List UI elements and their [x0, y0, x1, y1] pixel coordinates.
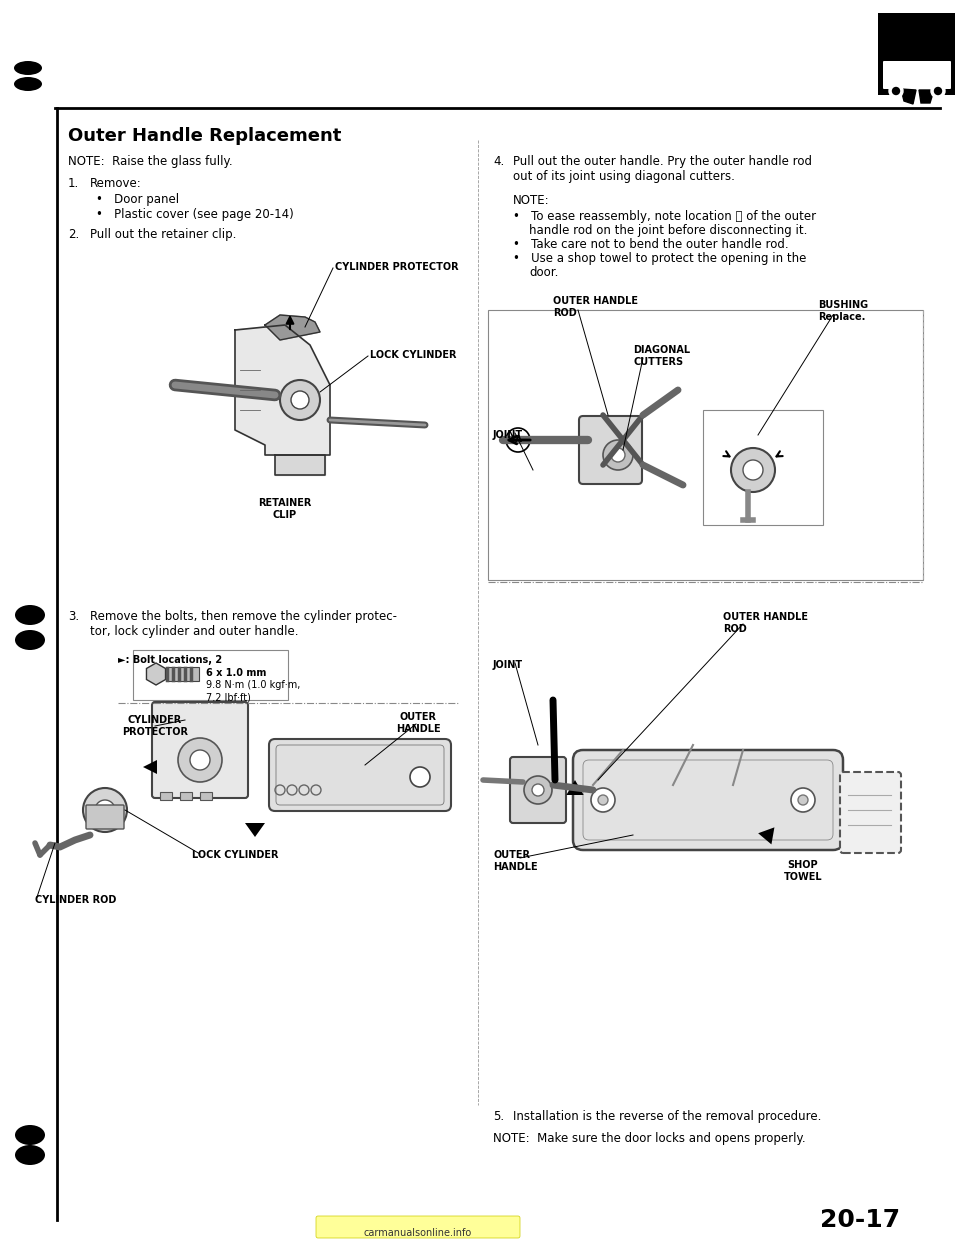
Text: 6 x 1.0 mm: 6 x 1.0 mm [206, 668, 266, 678]
Text: Outer Handle Replacement: Outer Handle Replacement [68, 127, 342, 145]
Circle shape [603, 440, 633, 469]
Text: 20-17: 20-17 [820, 1208, 900, 1232]
Text: SHOP
TOWEL: SHOP TOWEL [783, 859, 823, 882]
Bar [160, 792, 172, 800]
Text: 2.: 2. [68, 229, 80, 241]
Text: out of its joint using diagonal cutters.: out of its joint using diagonal cutters. [513, 170, 734, 183]
Text: 5.: 5. [493, 1110, 504, 1123]
Text: CYLINDER PROTECTOR: CYLINDER PROTECTOR [335, 262, 459, 272]
Text: LOCK CYLINDER: LOCK CYLINDER [370, 350, 457, 360]
Text: •   Use a shop towel to protect the opening in the: • Use a shop towel to protect the openin… [513, 252, 806, 265]
Text: CYLINDER
PROTECTOR: CYLINDER PROTECTOR [122, 715, 188, 737]
Text: NOTE:  Raise the glass fully.: NOTE: Raise the glass fully. [68, 155, 232, 168]
Text: Installation is the reverse of the removal procedure.: Installation is the reverse of the remov… [513, 1110, 822, 1123]
Bar [878, 12, 955, 94]
Bar [703, 410, 823, 525]
Circle shape [178, 738, 222, 782]
Text: A: A [515, 436, 521, 445]
Text: 3.: 3. [68, 610, 79, 623]
Text: 7.2 lbf·ft): 7.2 lbf·ft) [206, 692, 251, 702]
Text: Pull out the outer handle. Pry the outer handle rod: Pull out the outer handle. Pry the outer… [513, 155, 812, 168]
Polygon shape [235, 325, 330, 455]
Polygon shape [143, 760, 157, 774]
Text: Remove:: Remove: [90, 178, 142, 190]
Circle shape [798, 795, 808, 805]
Circle shape [83, 787, 127, 832]
Text: LOCK CYLINDER: LOCK CYLINDER [192, 850, 278, 859]
FancyBboxPatch shape [152, 702, 248, 799]
Text: •   To ease reassembly, note location Ⓐ of the outer: • To ease reassembly, note location Ⓐ of… [513, 210, 816, 224]
Text: handle rod on the joint before disconnecting it.: handle rod on the joint before disconnec… [529, 224, 807, 237]
Bar [180, 792, 192, 800]
Circle shape [743, 460, 763, 479]
Text: OUTER
HANDLE: OUTER HANDLE [493, 850, 538, 872]
Polygon shape [901, 89, 916, 104]
Polygon shape [245, 823, 265, 837]
Circle shape [280, 380, 320, 420]
FancyBboxPatch shape [579, 416, 642, 484]
Circle shape [934, 87, 942, 94]
Bar [200, 792, 212, 800]
Circle shape [889, 84, 903, 98]
Text: •   Door panel: • Door panel [96, 193, 180, 206]
Polygon shape [265, 315, 320, 340]
Circle shape [524, 776, 552, 804]
Circle shape [591, 787, 615, 812]
Bar [133, 650, 288, 700]
Text: door.: door. [529, 266, 559, 279]
Text: •   Plastic cover (see page 20-14): • Plastic cover (see page 20-14) [96, 207, 294, 221]
Circle shape [506, 428, 530, 452]
Ellipse shape [14, 77, 42, 91]
FancyBboxPatch shape [883, 61, 951, 89]
Circle shape [291, 391, 309, 409]
Text: JOINT: JOINT [493, 430, 523, 440]
Polygon shape [919, 89, 934, 103]
Circle shape [893, 87, 900, 94]
Circle shape [611, 448, 625, 462]
Text: BUSHING
Replace.: BUSHING Replace. [818, 301, 868, 322]
Circle shape [931, 84, 945, 98]
Text: 4.: 4. [493, 155, 504, 168]
Circle shape [598, 795, 608, 805]
Circle shape [791, 787, 815, 812]
Text: 9.8 N·m (1.0 kgf·m,: 9.8 N·m (1.0 kgf·m, [206, 681, 300, 691]
Text: NOTE:: NOTE: [513, 194, 550, 207]
Text: Pull out the retainer clip.: Pull out the retainer clip. [90, 229, 236, 241]
FancyBboxPatch shape [86, 805, 124, 828]
Text: OUTER
HANDLE: OUTER HANDLE [396, 712, 441, 734]
Polygon shape [893, 88, 942, 108]
Ellipse shape [15, 630, 45, 650]
Text: 1.: 1. [68, 178, 80, 190]
Text: DIAGONAL
CUTTERS: DIAGONAL CUTTERS [633, 345, 690, 366]
Text: tor, lock cylinder and outer handle.: tor, lock cylinder and outer handle. [90, 625, 299, 638]
Text: NOTE:  Make sure the door locks and opens properly.: NOTE: Make sure the door locks and opens… [493, 1131, 805, 1145]
Circle shape [95, 800, 115, 820]
Bar [167, 667, 199, 681]
Circle shape [532, 784, 544, 796]
Polygon shape [275, 455, 325, 474]
Ellipse shape [15, 605, 45, 625]
FancyBboxPatch shape [316, 1216, 520, 1238]
Text: CYLINDER ROD: CYLINDER ROD [35, 895, 116, 905]
Text: Remove the bolts, then remove the cylinder protec-: Remove the bolts, then remove the cylind… [90, 610, 397, 623]
Text: RETAINER
CLIP: RETAINER CLIP [258, 498, 312, 519]
Text: ►: Bolt locations, 2: ►: Bolt locations, 2 [118, 655, 222, 664]
Bar [488, 310, 923, 580]
FancyBboxPatch shape [269, 739, 451, 811]
Text: JOINT: JOINT [493, 660, 523, 669]
Ellipse shape [15, 1125, 45, 1145]
FancyBboxPatch shape [510, 758, 566, 823]
Text: carmanualsonline.info: carmanualsonline.info [364, 1228, 472, 1238]
Ellipse shape [15, 1145, 45, 1165]
Ellipse shape [14, 61, 42, 75]
Circle shape [410, 768, 430, 787]
FancyBboxPatch shape [840, 773, 901, 853]
Text: OUTER HANDLE
ROD: OUTER HANDLE ROD [553, 296, 638, 318]
FancyBboxPatch shape [573, 750, 843, 850]
Circle shape [190, 750, 210, 770]
Text: OUTER HANDLE
ROD: OUTER HANDLE ROD [723, 612, 808, 633]
Circle shape [731, 448, 775, 492]
Text: •   Take care not to bend the outer handle rod.: • Take care not to bend the outer handle… [513, 238, 788, 251]
